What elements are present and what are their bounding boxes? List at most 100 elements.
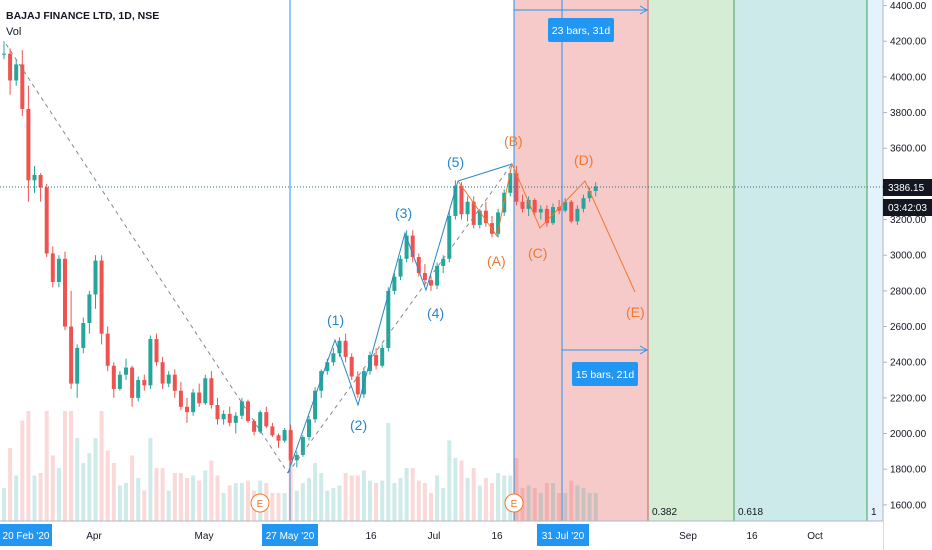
price-axis-bg[interactable] bbox=[883, 0, 932, 550]
time-tag-start bbox=[0, 524, 52, 546]
time-label-may: May bbox=[195, 531, 214, 542]
price-tick-label: 2800.00 bbox=[890, 286, 927, 297]
measure-top-box[interactable] bbox=[548, 18, 614, 42]
wave-label-c: (C) bbox=[528, 245, 547, 261]
volume-bar bbox=[197, 480, 202, 521]
volume-bar bbox=[288, 458, 293, 521]
measure-top-label: 23 bars, 31d bbox=[552, 25, 611, 37]
candle bbox=[392, 273, 397, 295]
corrective-wave-line[interactable] bbox=[457, 162, 636, 293]
candle bbox=[221, 410, 226, 425]
volume-bar bbox=[148, 438, 153, 521]
time-tag-end bbox=[537, 524, 589, 546]
candle bbox=[26, 85, 31, 202]
svg-text:E: E bbox=[257, 499, 264, 510]
volume-bar bbox=[319, 473, 324, 521]
candle bbox=[166, 371, 171, 388]
candle bbox=[81, 317, 86, 354]
time-label-oct: Oct bbox=[807, 531, 823, 542]
volume-bar bbox=[117, 485, 122, 521]
volume-bar bbox=[99, 411, 104, 521]
candle bbox=[63, 251, 67, 331]
volume-bar bbox=[56, 468, 61, 521]
candle bbox=[87, 290, 92, 334]
candle bbox=[575, 205, 580, 225]
time-label-16c: 16 bbox=[746, 531, 758, 542]
volume-bar bbox=[361, 470, 366, 521]
candle bbox=[453, 180, 458, 220]
volume-bar bbox=[569, 480, 574, 521]
candle bbox=[307, 415, 311, 441]
candle bbox=[422, 264, 427, 286]
volume-bar bbox=[300, 483, 305, 521]
volume-bar bbox=[246, 480, 250, 521]
volume-bar bbox=[14, 475, 19, 521]
volume-bar bbox=[87, 453, 92, 521]
event-marker-1[interactable]: E bbox=[250, 493, 270, 513]
volume-bar bbox=[233, 483, 238, 521]
candle bbox=[459, 182, 464, 220]
candle bbox=[154, 333, 159, 366]
candles bbox=[2, 41, 598, 468]
volume-bar bbox=[38, 473, 43, 521]
measure-bottom-arrow bbox=[639, 345, 649, 355]
wave-label-3: (3) bbox=[395, 205, 412, 221]
volume-bar bbox=[105, 450, 110, 521]
candle bbox=[557, 199, 562, 215]
volume-bar bbox=[374, 483, 379, 521]
candle bbox=[44, 183, 49, 257]
volume-bar bbox=[404, 468, 409, 521]
candle bbox=[465, 196, 470, 222]
candle bbox=[258, 410, 263, 434]
volume-bar bbox=[441, 488, 446, 521]
candle bbox=[270, 422, 275, 438]
candle bbox=[349, 353, 354, 381]
volume-bar bbox=[477, 485, 482, 521]
candle bbox=[300, 435, 305, 457]
time-tag-mid bbox=[262, 524, 318, 546]
candle bbox=[197, 383, 202, 407]
volume-bar bbox=[496, 473, 501, 521]
time-tag-mid-label: 27 May '20 bbox=[266, 531, 315, 542]
volume-bar bbox=[593, 493, 598, 521]
measure-bottom-box[interactable] bbox=[572, 362, 638, 386]
price-tick-label: 2200.00 bbox=[890, 393, 927, 404]
candle bbox=[313, 387, 318, 423]
candle bbox=[160, 356, 165, 389]
candle bbox=[447, 210, 452, 263]
fib-level-1: 1 bbox=[871, 507, 877, 518]
candle bbox=[172, 369, 177, 398]
event-marker-2[interactable]: E bbox=[504, 493, 524, 513]
candle bbox=[532, 198, 537, 216]
price-tick-label: 3000.00 bbox=[890, 251, 927, 262]
volume-bar bbox=[502, 475, 507, 521]
volume-bar bbox=[465, 478, 470, 521]
candle bbox=[209, 371, 214, 409]
candle bbox=[410, 230, 415, 263]
volume-bars bbox=[2, 411, 598, 521]
volume-bar bbox=[50, 455, 55, 521]
volume-bar bbox=[203, 470, 208, 521]
candle bbox=[563, 198, 568, 213]
candle bbox=[124, 358, 128, 381]
wave-label-d: (D) bbox=[574, 152, 593, 168]
price-tick-label: 3800.00 bbox=[890, 108, 927, 119]
volume-bar bbox=[32, 475, 37, 521]
volume-bar bbox=[368, 480, 372, 521]
price-tick-label: 2600.00 bbox=[890, 322, 927, 333]
candle bbox=[252, 419, 257, 436]
volume-bar bbox=[8, 448, 13, 521]
volume-bar bbox=[276, 493, 281, 521]
candle bbox=[203, 374, 208, 406]
volume-bar bbox=[331, 488, 336, 521]
candle bbox=[368, 351, 372, 375]
volume-bar bbox=[483, 478, 488, 521]
candle bbox=[227, 406, 232, 427]
time-axis-bg[interactable] bbox=[0, 521, 883, 550]
trend-dashed-line[interactable] bbox=[5, 43, 289, 474]
wave-label-e: (E) bbox=[626, 304, 645, 320]
candle bbox=[142, 374, 147, 391]
svg-text:E: E bbox=[511, 499, 518, 510]
volume-bar bbox=[544, 483, 549, 521]
